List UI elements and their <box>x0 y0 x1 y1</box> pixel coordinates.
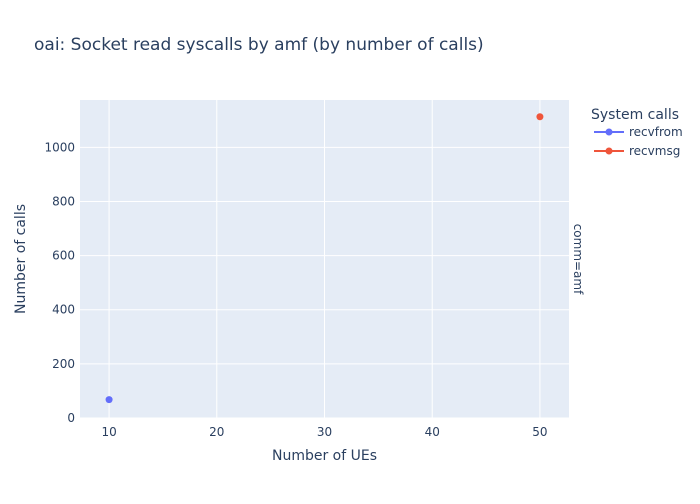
tick-labels: 10 20 30 40 50 0 200 400 600 800 1000 <box>44 140 547 439</box>
data-point-recvfrom <box>105 396 113 404</box>
data-point-recvmsg <box>536 113 544 121</box>
legend-label-recvmsg: recvmsg <box>629 144 680 158</box>
x-tick-label: 40 <box>425 425 440 439</box>
y-tick-label: 600 <box>52 249 75 263</box>
y-tick-label: 1000 <box>44 140 75 154</box>
y-tick-label: 800 <box>52 194 75 208</box>
legend-items: recvfrom recvmsg <box>594 125 683 158</box>
legend-item-recvfrom[interactable]: recvfrom <box>594 125 683 139</box>
legend-marker-recvmsg <box>605 147 613 155</box>
x-tick-label: 50 <box>532 425 547 439</box>
y-tick-label: 200 <box>52 357 75 371</box>
y-tick-label: 0 <box>67 411 75 425</box>
data-points <box>105 113 544 404</box>
grid-lines <box>80 100 569 419</box>
x-axis-label: Number of UEs <box>272 448 377 464</box>
y-axis-label: Number of calls <box>13 204 29 314</box>
y-tick-label: 400 <box>52 303 75 317</box>
x-tick-label: 20 <box>209 425 224 439</box>
legend-item-recvmsg[interactable]: recvmsg <box>594 144 680 158</box>
chart-title: oai: Socket read syscalls by amf (by num… <box>34 35 484 55</box>
facet-label: comm=amf <box>571 224 585 295</box>
legend-marker-recvfrom <box>605 128 613 136</box>
x-tick-label: 10 <box>101 425 116 439</box>
legend: System calls recvfrom recvmsg <box>591 107 683 158</box>
legend-label-recvfrom: recvfrom <box>629 125 683 139</box>
x-tick-label: 30 <box>317 425 332 439</box>
legend-title: System calls <box>591 107 679 123</box>
